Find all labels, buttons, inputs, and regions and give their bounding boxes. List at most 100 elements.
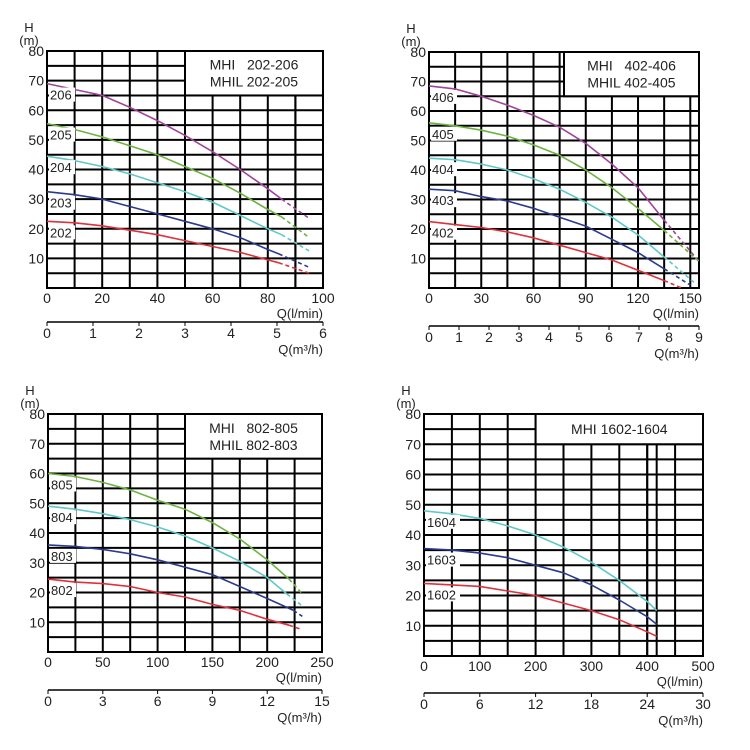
y-tick-label: 20: [410, 221, 426, 237]
y-axis-unit: (m): [19, 33, 39, 48]
y-tick-label: 20: [29, 585, 45, 601]
y-tick-label: 70: [405, 436, 421, 452]
curve-202: [46, 220, 280, 264]
x-tick-label: 20: [94, 290, 110, 306]
x-tick-label: 0: [420, 658, 428, 674]
x2-tick-label: 15: [314, 693, 330, 709]
curve-label-bg: [49, 195, 75, 210]
curve-label-404: 404: [432, 162, 454, 177]
curve-label-bg: [50, 510, 76, 525]
x2-axis-label: Q(m³/h): [277, 710, 322, 725]
y-tick-label: 70: [28, 73, 44, 89]
curve-405: [428, 122, 665, 232]
legend-title-line: MHI 1602-1604: [571, 421, 668, 437]
x2-tick-label: 9: [209, 693, 217, 709]
curve-402: [428, 220, 665, 282]
x-tick-label: 150: [201, 654, 225, 670]
x2-axis-label: Q(m³/h): [654, 346, 699, 361]
curve-406: [428, 85, 665, 221]
x2-axis-label: Q(m³/h): [658, 713, 703, 728]
y-axis-unit: (m): [401, 34, 421, 49]
curve-label-402: 402: [432, 226, 454, 241]
x-tick-label: 100: [146, 654, 170, 670]
x2-tick-label: 6: [605, 329, 613, 345]
x-axis-label: Q(l/min): [276, 670, 322, 685]
x2-tick-label: 6: [476, 696, 484, 712]
curve-label-202: 202: [50, 225, 72, 240]
x-tick-label: 0: [44, 654, 52, 670]
x2-tick-label: 5: [273, 325, 281, 341]
y-tick-label: 50: [405, 497, 421, 513]
x2-tick-label: 18: [584, 696, 600, 712]
curve-label-204: 204: [50, 160, 72, 175]
x2-tick-label: 30: [695, 696, 711, 712]
curve-label-802: 802: [51, 583, 73, 598]
x-tick-label: 150: [679, 290, 703, 306]
x-tick-label: 300: [580, 658, 604, 674]
x2-tick-label: 0: [420, 696, 428, 712]
curve-label-805: 805: [51, 478, 73, 493]
curve-804: [47, 505, 288, 595]
y-axis-label: H: [24, 20, 33, 35]
y-axis-label: H: [406, 21, 415, 36]
x2-tick-label: 2: [135, 325, 143, 341]
x-tick-label: 400: [636, 658, 660, 674]
x2-tick-label: 4: [545, 329, 553, 345]
legend-title-line: MHI 202-206: [210, 57, 299, 73]
curve-label-1602: 1602: [427, 587, 456, 602]
y-tick-label: 50: [28, 132, 44, 148]
x-tick-label: 30: [473, 290, 489, 306]
curve-extension-805: [288, 578, 303, 595]
curve-205: [46, 122, 282, 218]
y-tick-label: 60: [28, 102, 44, 118]
x-tick-label: 120: [626, 290, 650, 306]
x2-tick-label: 0: [425, 329, 433, 345]
legend-box: [184, 50, 324, 97]
curve-label-206: 206: [50, 88, 72, 103]
legend-title-line: MHIL 202-205: [210, 74, 298, 90]
x-tick-label: 40: [150, 290, 166, 306]
legend-title-line: MHIL 802-803: [209, 437, 297, 453]
curve-label-403: 403: [432, 193, 454, 208]
curve-extension-804: [286, 593, 303, 607]
x-tick-label: 50: [95, 654, 111, 670]
curve-extension-202: [278, 262, 310, 274]
curve-extension-204: [281, 234, 310, 252]
y-tick-label: 10: [28, 250, 44, 266]
curve-label-bg: [50, 477, 76, 492]
x-tick-label: 200: [256, 654, 280, 670]
x-axis-label: Q(l/min): [657, 674, 703, 689]
x2-tick-label: 6: [154, 693, 162, 709]
curve-extension-203: [278, 253, 310, 269]
x2-tick-label: 12: [528, 696, 544, 712]
curve-extension-206: [281, 198, 310, 220]
y-tick-label: 40: [405, 527, 421, 543]
x-tick-label: 80: [260, 290, 276, 306]
x2-tick-label: 5: [575, 329, 583, 345]
x2-tick-label: 0: [43, 325, 51, 341]
x-tick-label: 90: [578, 290, 594, 306]
y-axis-label: H: [25, 383, 34, 398]
curve-label-bg: [426, 514, 460, 529]
y-tick-label: 30: [405, 557, 421, 573]
curve-extension-406: [663, 219, 700, 262]
y-tick-label: 80: [410, 44, 426, 60]
x2-tick-label: 2: [485, 329, 493, 345]
x-tick-label: 0: [43, 290, 51, 306]
curve-label-bg: [431, 193, 457, 208]
y-tick-label: 70: [29, 436, 45, 452]
x-tick-label: 0: [425, 290, 433, 306]
curve-404: [428, 157, 665, 258]
y-tick-label: 30: [410, 192, 426, 208]
x2-tick-label: 24: [639, 696, 655, 712]
curve-label-bg: [431, 162, 457, 177]
y-axis-label: H: [401, 383, 410, 398]
curve-802: [47, 578, 290, 626]
y-tick-label: 50: [410, 133, 426, 149]
curve-206: [46, 82, 283, 200]
y-axis-unit: (m): [396, 396, 416, 411]
y-tick-label: 60: [405, 467, 421, 483]
